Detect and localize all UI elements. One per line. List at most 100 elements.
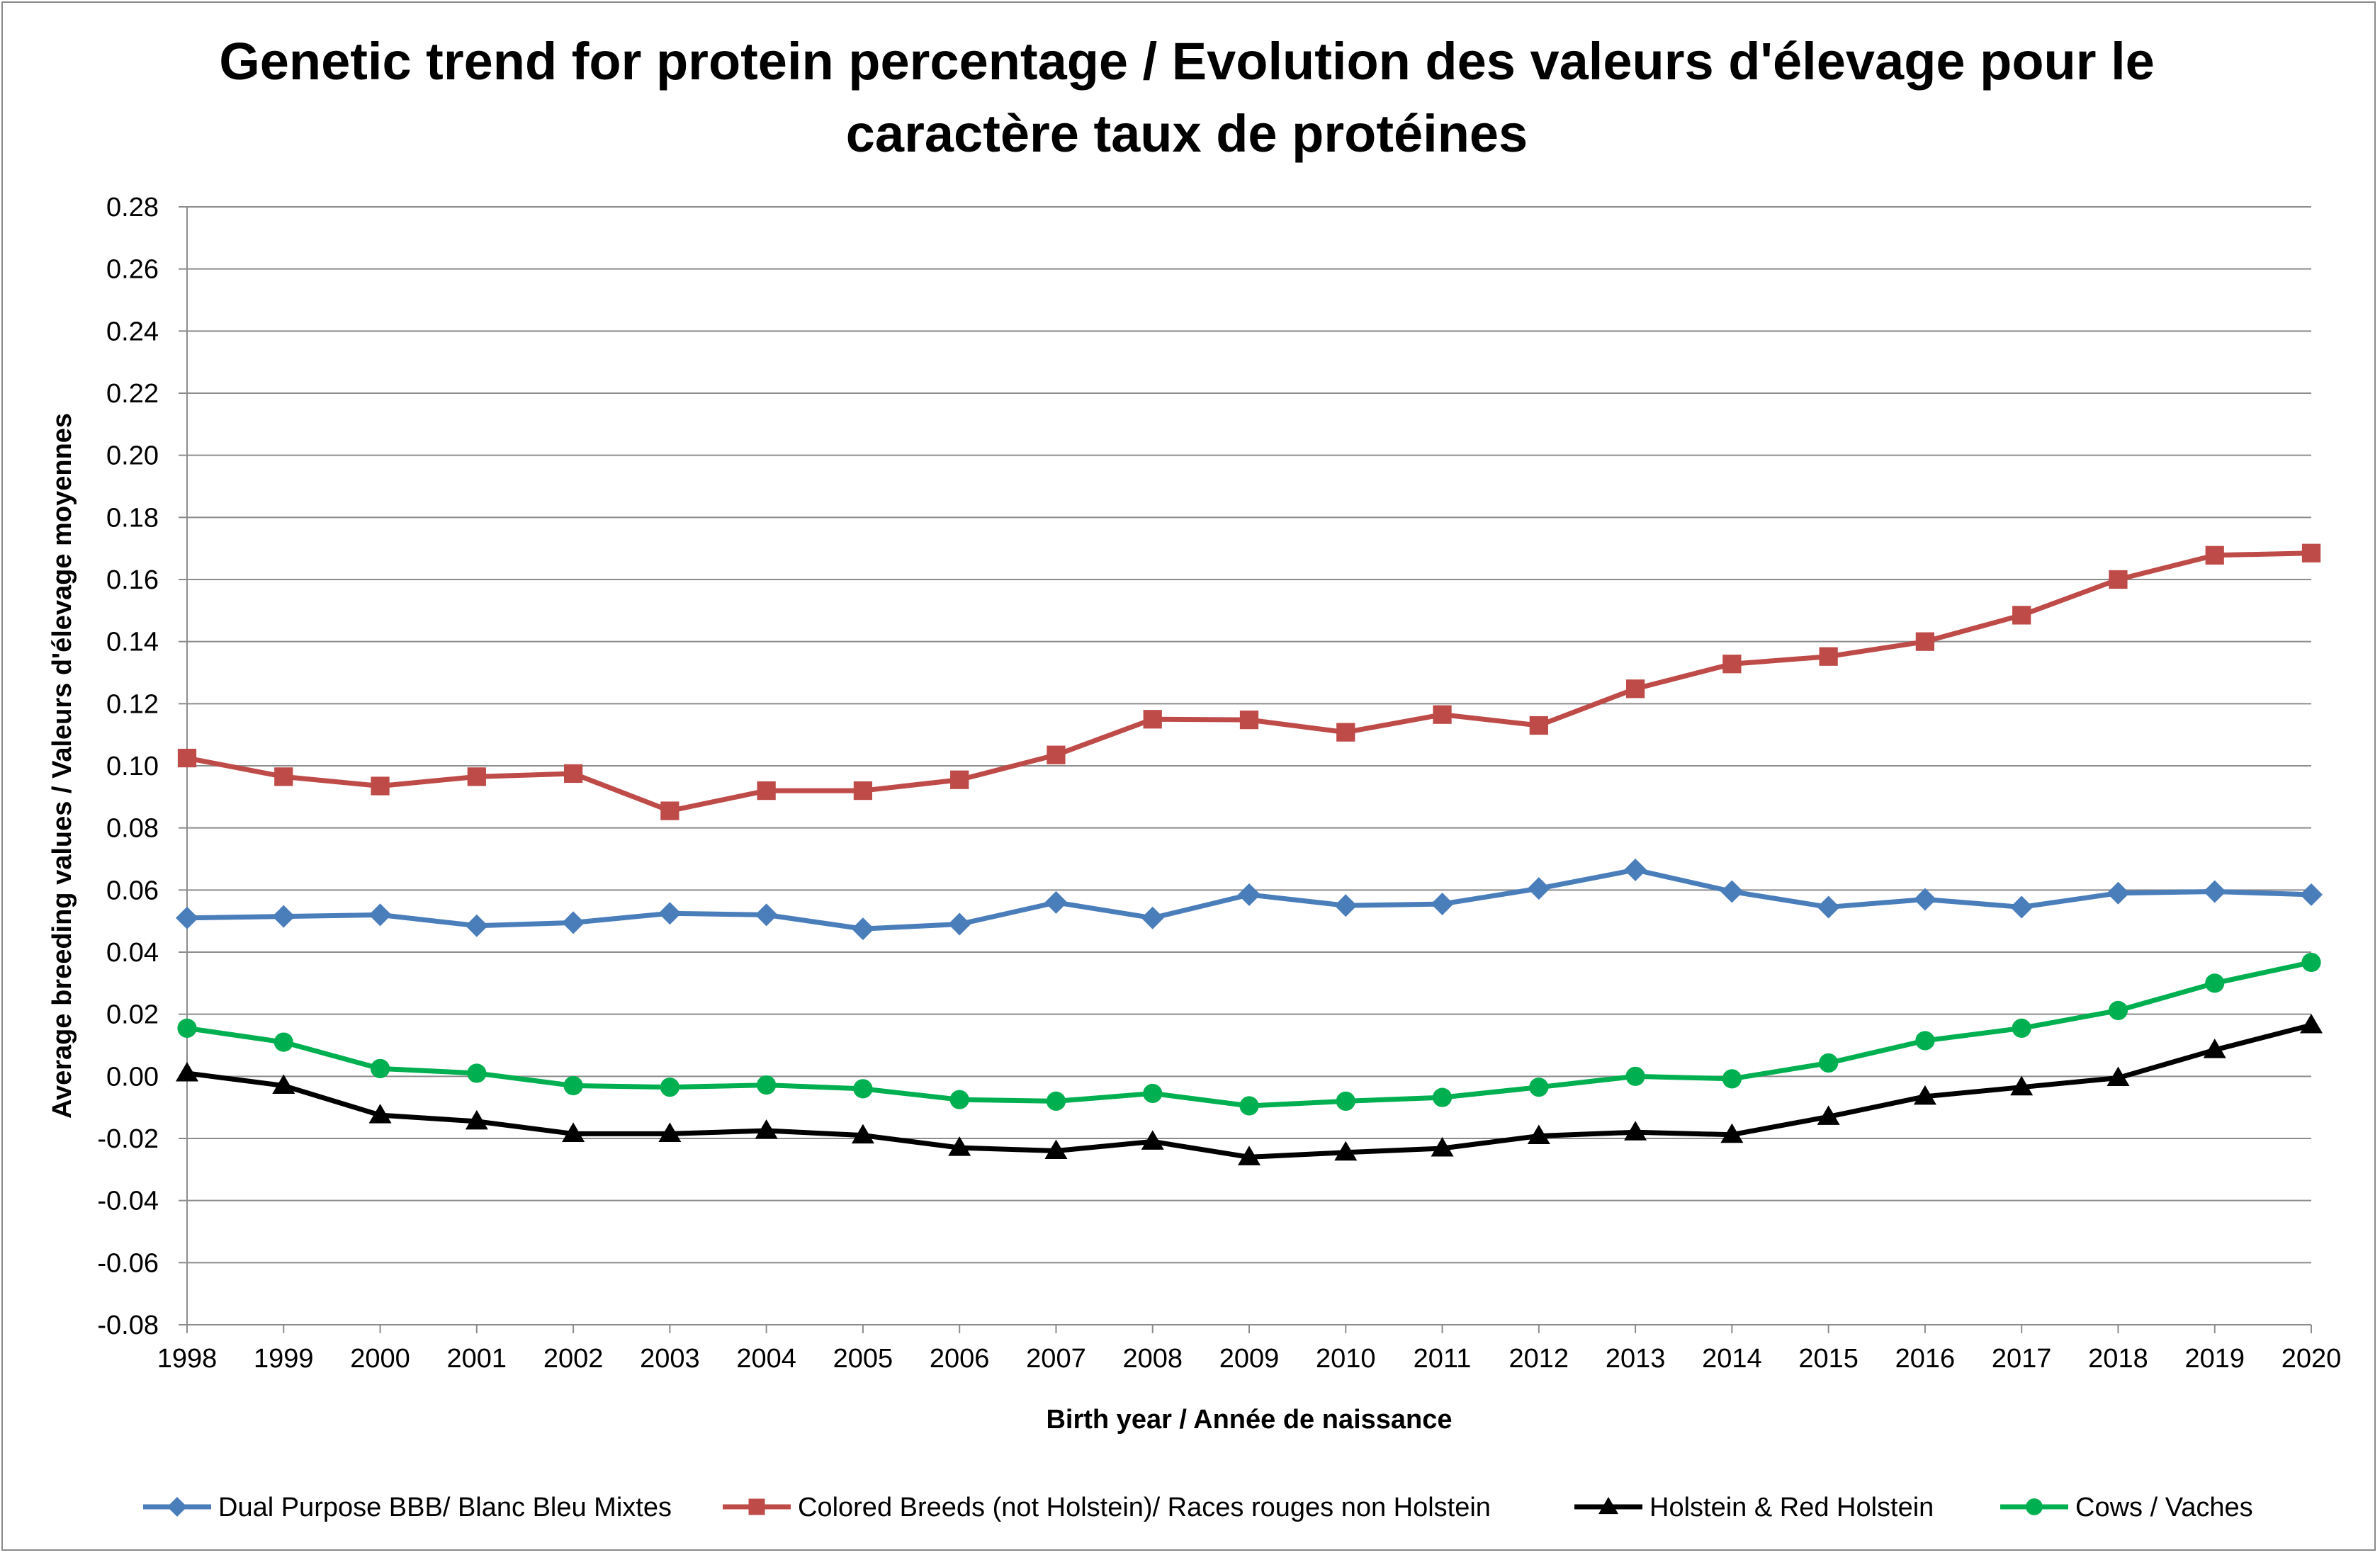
triangle-marker bbox=[272, 1074, 295, 1095]
x-tick-label: 2015 bbox=[1798, 1344, 1859, 1374]
circle-marker bbox=[2012, 1018, 2031, 1038]
square-marker bbox=[371, 776, 390, 796]
series-0 bbox=[176, 858, 2323, 941]
circle-marker bbox=[1432, 1087, 1453, 1107]
square-marker bbox=[950, 770, 969, 789]
triangle-marker bbox=[1720, 1123, 1744, 1143]
triangle-marker bbox=[948, 1136, 971, 1156]
legend-item: Dual Purpose BBB/ Blanc Bleu Mixtes bbox=[143, 1493, 672, 1522]
square-marker bbox=[2301, 543, 2321, 562]
diamond-marker bbox=[1044, 890, 1068, 914]
diamond-marker bbox=[272, 905, 295, 928]
triangle-marker bbox=[1817, 1105, 1840, 1125]
x-tick-label: 2010 bbox=[1316, 1344, 1376, 1374]
triangle-marker bbox=[1913, 1085, 1936, 1105]
circle-marker bbox=[2301, 952, 2321, 973]
square-marker bbox=[1047, 745, 1066, 764]
triangle-marker bbox=[465, 1109, 488, 1130]
diamond-marker bbox=[851, 917, 874, 941]
x-tick-label: 2019 bbox=[2184, 1344, 2245, 1374]
square-marker bbox=[1915, 632, 1935, 651]
circle-marker bbox=[2026, 1498, 2043, 1515]
diamond-marker bbox=[2300, 883, 2323, 906]
x-tick-label: 1999 bbox=[254, 1344, 314, 1374]
circle-marker bbox=[1722, 1069, 1742, 1089]
y-tick-label: 0.10 bbox=[106, 752, 159, 781]
x-tick-label: 2017 bbox=[1992, 1344, 2052, 1374]
x-tick-label: 2004 bbox=[736, 1344, 796, 1374]
diamond-marker bbox=[1334, 894, 1358, 917]
x-tick-label: 1998 bbox=[157, 1344, 218, 1374]
y-tick-label: -0.02 bbox=[97, 1124, 159, 1154]
legend-label: Dual Purpose BBB/ Blanc Bleu Mixtes bbox=[218, 1493, 672, 1522]
legend-item: Holstein & Red Holstein bbox=[1574, 1493, 1934, 1522]
diamond-marker bbox=[2010, 895, 2034, 919]
legend-label: Colored Breeds (not Holstein)/ Races rou… bbox=[798, 1493, 1491, 1522]
square-marker bbox=[660, 801, 679, 820]
square-marker bbox=[1819, 647, 1838, 666]
triangle-marker bbox=[2300, 1014, 2323, 1034]
y-tick-label: 0.00 bbox=[106, 1062, 159, 1092]
y-tick-label: 0.14 bbox=[106, 628, 159, 657]
triangle-marker bbox=[755, 1119, 778, 1139]
triangle-marker bbox=[1527, 1124, 1550, 1145]
diamond-marker bbox=[1913, 888, 1936, 911]
diamond-marker bbox=[948, 912, 971, 936]
square-marker bbox=[1143, 710, 1162, 729]
circle-marker bbox=[370, 1058, 390, 1078]
triangle-marker bbox=[851, 1124, 874, 1144]
legend-label: Cows / Vaches bbox=[2075, 1493, 2253, 1522]
triangle-marker bbox=[562, 1122, 585, 1142]
x-tick-label: 2003 bbox=[640, 1344, 700, 1374]
circle-marker bbox=[1336, 1091, 1355, 1111]
x-tick-label: 2018 bbox=[2088, 1344, 2148, 1374]
x-axis-title: Birth year / Année de naissance bbox=[1046, 1405, 1452, 1435]
x-tick-labels: 1998 1999 2000 2001 2002 2003 2004 2005 2006 2007… bbox=[157, 1344, 2342, 1374]
triangle-marker bbox=[1334, 1141, 1358, 1161]
circle-marker bbox=[1819, 1053, 1839, 1073]
triangle-marker bbox=[1624, 1121, 1647, 1141]
series-group bbox=[176, 543, 2323, 1165]
square-marker bbox=[563, 764, 583, 784]
legend-item: Cows / Vaches bbox=[2000, 1493, 2253, 1522]
series-line bbox=[186, 1022, 2312, 1160]
x-tick-label: 2012 bbox=[1509, 1344, 1569, 1374]
square-marker bbox=[1433, 705, 1452, 724]
square-marker bbox=[748, 1498, 765, 1515]
circle-marker bbox=[2205, 973, 2225, 993]
y-tick-label: 0.12 bbox=[106, 689, 159, 719]
diamond-marker bbox=[1238, 883, 1261, 906]
diamond-marker bbox=[2107, 881, 2130, 905]
x-tick-label: 2002 bbox=[543, 1344, 604, 1374]
circle-marker bbox=[1529, 1078, 1549, 1097]
diamond-marker bbox=[176, 906, 198, 929]
triangle-marker bbox=[176, 1061, 198, 1082]
y-tick-label: 0.08 bbox=[106, 814, 159, 844]
square-marker bbox=[1336, 723, 1355, 742]
x-tick-label: 2000 bbox=[350, 1344, 410, 1374]
triangle-marker bbox=[658, 1122, 682, 1142]
y-axis-title: Average breeding values / Valeurs d'élev… bbox=[47, 413, 77, 1119]
square-marker bbox=[1529, 716, 1548, 735]
diamond-marker bbox=[2203, 880, 2226, 903]
y-tick-label: 0.16 bbox=[106, 565, 159, 595]
square-marker bbox=[177, 748, 197, 768]
series-3 bbox=[177, 952, 2321, 1116]
diamond-marker bbox=[1527, 877, 1550, 900]
circle-marker bbox=[563, 1075, 583, 1096]
triangle-marker bbox=[1141, 1130, 1164, 1150]
y-tick-label: 0.04 bbox=[106, 938, 159, 968]
triangle-marker bbox=[2010, 1075, 2034, 1096]
square-marker bbox=[274, 767, 293, 786]
square-marker bbox=[1625, 679, 1645, 699]
diamond-marker bbox=[562, 911, 585, 934]
y-tick-label: -0.04 bbox=[97, 1187, 159, 1216]
x-tick-label: 2005 bbox=[833, 1344, 893, 1374]
circle-marker bbox=[2108, 1000, 2128, 1021]
diamond-marker bbox=[1624, 858, 1647, 881]
diamond-marker bbox=[755, 903, 778, 927]
diamond-marker bbox=[658, 902, 682, 925]
circle-marker bbox=[853, 1079, 873, 1099]
